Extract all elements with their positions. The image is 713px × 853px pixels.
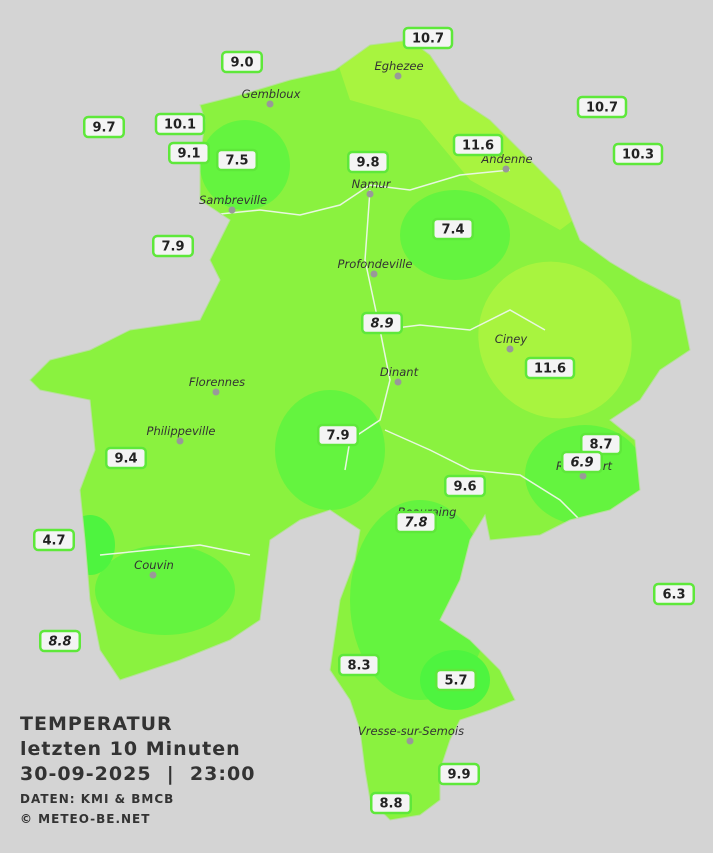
station-value: 8.8 [379,797,402,812]
place-label: Vresse-sur-Semois [358,724,464,738]
station-box [168,141,210,165]
station-value: 5.7 [444,674,467,689]
place-dot [266,100,274,108]
station-box [370,791,412,815]
place-label: Couvin [134,558,174,572]
station-value: 11.6 [534,362,566,377]
station-box [432,217,474,241]
station-value: 9.6 [453,480,476,495]
station-value: 10.1 [164,118,196,133]
place-dot [394,378,402,386]
station-value: 9.8 [356,156,379,171]
station-value: 8.7 [589,438,612,453]
station-box [154,112,206,136]
station-value: 10.7 [412,32,444,47]
station-box [105,446,147,470]
place-label: Ciney [495,332,528,346]
place-label: Gembloux [242,87,301,101]
station-box [152,234,194,258]
station-box [361,311,403,335]
station-value: 7.9 [161,240,184,255]
station-value: 9.9 [447,768,470,783]
station-box [612,142,664,166]
station-box [347,150,389,174]
place-label: Florennes [189,375,245,389]
place-dot [579,472,587,480]
place-dot [506,345,514,353]
station-value: 8.3 [347,659,370,674]
station-box [653,582,695,606]
station-value: 7.4 [441,223,464,238]
stations: 10.7 9.0 9.7 10.1 10.7 9.1 7.5 9.8 11.6 10.3 7.4 7.… [33,26,695,815]
place-dot [176,437,184,445]
station-value: 8.9 [370,317,393,332]
station-value: 9.0 [230,56,253,71]
place-dot [366,190,374,198]
place-dot [394,72,402,80]
station-value: 6.3 [662,588,685,603]
legend-source: DATEN: KMI & BMCB [20,792,174,806]
station-box [338,653,380,677]
station-value: 7.5 [225,154,248,169]
station-box [395,510,437,534]
station-box [317,423,359,447]
place-dot [370,270,378,278]
station-value: 8.8 [48,635,71,650]
place-label: Dinant [380,365,419,379]
station-box [444,474,486,498]
place-dot [149,571,157,579]
station-box [524,356,576,380]
place-label: Profondeville [338,257,413,271]
station-value: 10.3 [622,148,654,163]
station-box [216,148,258,172]
station-box [435,668,477,692]
station-value: 11.6 [462,139,494,154]
station-value: 9.4 [114,452,137,467]
station-box [33,528,75,552]
places: EghezeeGemblouxAndenneNamurSambrevillePr… [134,59,613,745]
station-value: 4.7 [42,534,65,549]
station-value: 7.8 [404,516,427,531]
station-box [561,450,603,474]
place-dot [228,206,236,214]
place-label: Eghezee [374,59,423,73]
station-box [83,115,125,139]
legend-datetime: 30-09-2025 | 23:00 [20,763,255,785]
station-value: 9.1 [177,147,200,162]
place-label: Philippeville [147,424,216,438]
station-value: 6.9 [570,456,593,471]
station-box [221,50,263,74]
station-value: 9.7 [92,121,115,136]
station-box [39,629,81,653]
station-box [402,26,454,50]
legend-subtitle: letzten 10 Minuten [20,738,241,760]
station-box [438,762,480,786]
place-label: Sambreville [199,193,267,207]
place-dot [406,737,414,745]
place-dot [212,388,220,396]
station-box [452,133,504,157]
station-box [576,95,628,119]
station-value: 7.9 [326,429,349,444]
legend-copyright: © METEO-BE.NET [20,812,150,826]
legend-title: TEMPERATUR [20,713,173,735]
place-label: Namur [352,177,392,191]
station-value: 10.7 [586,101,618,116]
place-dot [502,165,510,173]
